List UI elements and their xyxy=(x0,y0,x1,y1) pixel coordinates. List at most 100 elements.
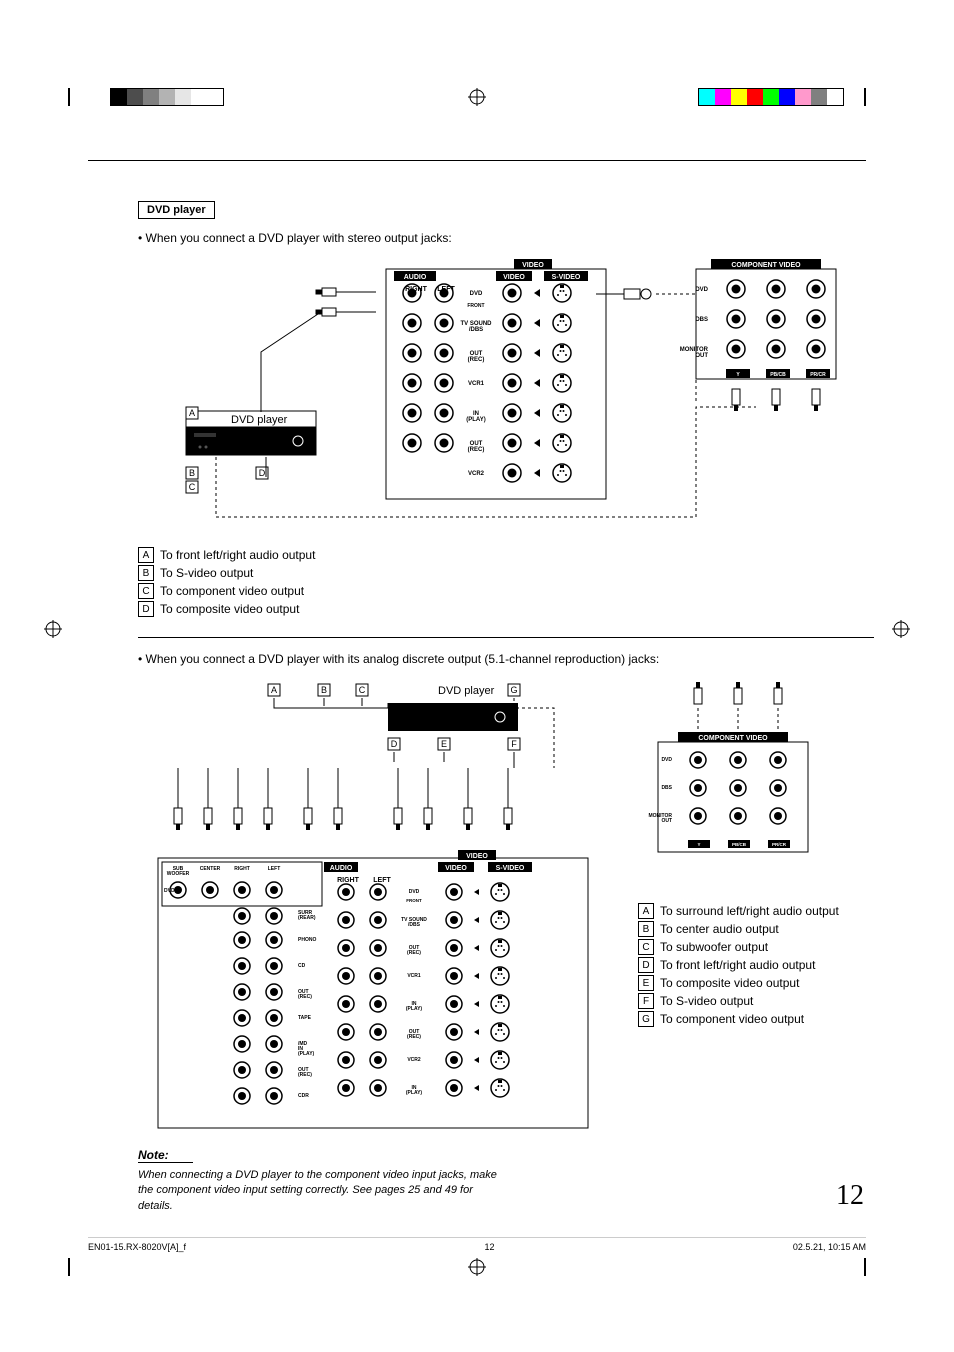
svg-text:DVD: DVD xyxy=(164,888,175,894)
svg-text:VCR1: VCR1 xyxy=(407,973,421,979)
svg-text:MONITOROUT: MONITOROUT xyxy=(680,347,709,359)
legend-text: To composite video output xyxy=(660,976,799,990)
legend-marker: C xyxy=(138,583,154,599)
legend-item: A To surround left/right audio output xyxy=(638,903,874,919)
legend-text: To component video output xyxy=(660,1012,804,1026)
svg-text:FRONT: FRONT xyxy=(406,898,422,903)
device-label-2: DVD player xyxy=(438,685,495,697)
svg-text:DVD: DVD xyxy=(695,287,708,293)
footer-center: 12 xyxy=(484,1242,494,1252)
legend-marker: C xyxy=(638,939,654,955)
svg-text:Y: Y xyxy=(697,842,700,847)
svg-text:PR/CR: PR/CR xyxy=(810,372,826,378)
legend-text: To center audio output xyxy=(660,922,779,936)
svg-text:TAPE: TAPE xyxy=(298,1015,312,1021)
registration-mark-bottom xyxy=(468,1258,486,1276)
legend-marker: F xyxy=(638,993,654,1009)
legend-text: To front left/right audio output xyxy=(660,958,815,972)
marker2-e: E xyxy=(441,739,447,749)
hdr-component: COMPONENT VIDEO xyxy=(731,262,801,269)
svg-text:CDR: CDR xyxy=(298,1093,309,1099)
d2-video: VIDEO xyxy=(445,865,467,872)
legend-item: D To front left/right audio output xyxy=(638,957,874,973)
legend-text: To S-video output xyxy=(160,566,253,580)
page: DVD player • When you connect a DVD play… xyxy=(0,0,954,1352)
legend-item: A To front left/right audio output xyxy=(138,547,874,563)
svg-text:PHONO: PHONO xyxy=(298,937,316,943)
hdr-video: VIDEO xyxy=(503,274,525,281)
legend-marker: D xyxy=(138,601,154,617)
color-bar-right xyxy=(698,88,844,106)
marker-d: D xyxy=(259,468,266,478)
registration-mark-left xyxy=(44,620,62,638)
legend-item: E To composite video output xyxy=(638,975,874,991)
d2-video-block: VIDEO xyxy=(466,853,488,860)
legend-item: FTo S-video output xyxy=(638,993,874,1009)
diagram-component-2: COMPONENT VIDEO DVDDBSMONITOROUT YPB/CBP… xyxy=(638,678,818,878)
color-bar-left xyxy=(110,88,224,106)
legend-item: C To subwoofer output xyxy=(638,939,874,955)
svg-text:PB/CB: PB/CB xyxy=(732,842,747,847)
intro-text-2-content: When you connect a DVD player with its a… xyxy=(146,652,660,666)
svg-text:VCR1: VCR1 xyxy=(468,381,485,387)
legend-marker: E xyxy=(638,975,654,991)
legend-1: ATo front left/right audio outputBTo S-v… xyxy=(138,547,874,617)
section-title: DVD player xyxy=(138,201,215,219)
crop-tick xyxy=(864,1258,866,1276)
legend-text: To front left/right audio output xyxy=(160,548,315,562)
page-number: 12 xyxy=(836,1180,864,1212)
marker-b: B xyxy=(189,468,195,478)
legend-item: C To component video output xyxy=(138,583,874,599)
svg-text:DBS: DBS xyxy=(661,785,672,791)
svg-text:OUT(REC): OUT(REC) xyxy=(468,441,485,453)
header-rule xyxy=(88,160,866,161)
divider xyxy=(138,637,874,638)
legend-item: D To composite video output xyxy=(138,601,874,617)
legend-item: B To center audio output xyxy=(638,921,874,937)
d2-right: RIGHT xyxy=(337,877,360,884)
d2-svideo: S-VIDEO xyxy=(496,865,525,872)
registration-mark-top xyxy=(468,88,486,106)
marker2-b: B xyxy=(321,685,327,695)
svg-text:OUT(REC): OUT(REC) xyxy=(407,945,421,956)
legend-marker: G xyxy=(638,1011,654,1027)
d2-component: COMPONENT VIDEO xyxy=(698,735,768,742)
legend-text: To subwoofer output xyxy=(660,940,768,954)
footer-right: 02.5.21, 10:15 AM xyxy=(793,1242,866,1252)
svg-text:DBS: DBS xyxy=(695,317,708,323)
note-header: Note: xyxy=(138,1148,193,1163)
intro-text-2: • When you connect a DVD player with its… xyxy=(138,652,874,666)
marker2-d: D xyxy=(391,739,398,749)
hdr-video-block: VIDEO xyxy=(522,262,544,269)
svg-text:CENTER: CENTER xyxy=(200,866,221,872)
legend-text: To component video output xyxy=(160,584,304,598)
legend-item: G To component video output xyxy=(638,1011,874,1027)
legend-marker: A xyxy=(638,903,654,919)
svg-text:RIGHT: RIGHT xyxy=(234,866,250,872)
svg-text:VCR2: VCR2 xyxy=(407,1057,421,1063)
registration-mark-right xyxy=(892,620,910,638)
svg-text:PR/CR: PR/CR xyxy=(772,842,787,847)
marker-a: A xyxy=(189,408,195,418)
legend-marker: D xyxy=(638,957,654,973)
intro-text-1-content: When you connect a DVD player with stere… xyxy=(146,231,452,245)
note-body: When connecting a DVD player to the comp… xyxy=(138,1168,498,1214)
marker2-g: G xyxy=(510,685,517,695)
diagram-discrete: DVD player A B C D E G F xyxy=(138,678,598,1138)
svg-text:LEFT: LEFT xyxy=(268,866,281,872)
legend-marker: B xyxy=(638,921,654,937)
diagram-stereo: AUDIO RIGHT LEFT VIDEO VIDEO S-VIDEO DVD… xyxy=(156,257,856,537)
marker-c: C xyxy=(189,482,196,492)
svg-text:DVD: DVD xyxy=(409,889,420,895)
legend-text: To surround left/right audio output xyxy=(660,904,839,918)
svg-text:DVD: DVD xyxy=(661,757,672,763)
legend-text: To composite video output xyxy=(160,602,299,616)
legend-marker: A xyxy=(138,547,154,563)
footer: EN01-15.RX-8020V[A]_f 12 02.5.21, 10:15 … xyxy=(88,1237,866,1252)
marker2-f: F xyxy=(511,739,517,749)
svg-text:OUT(REC): OUT(REC) xyxy=(407,1029,421,1040)
svg-text:VCR2: VCR2 xyxy=(468,471,485,477)
svg-text:PB/CB: PB/CB xyxy=(770,372,786,378)
crop-tick xyxy=(864,88,866,106)
hdr-svideo: S-VIDEO xyxy=(552,274,581,281)
